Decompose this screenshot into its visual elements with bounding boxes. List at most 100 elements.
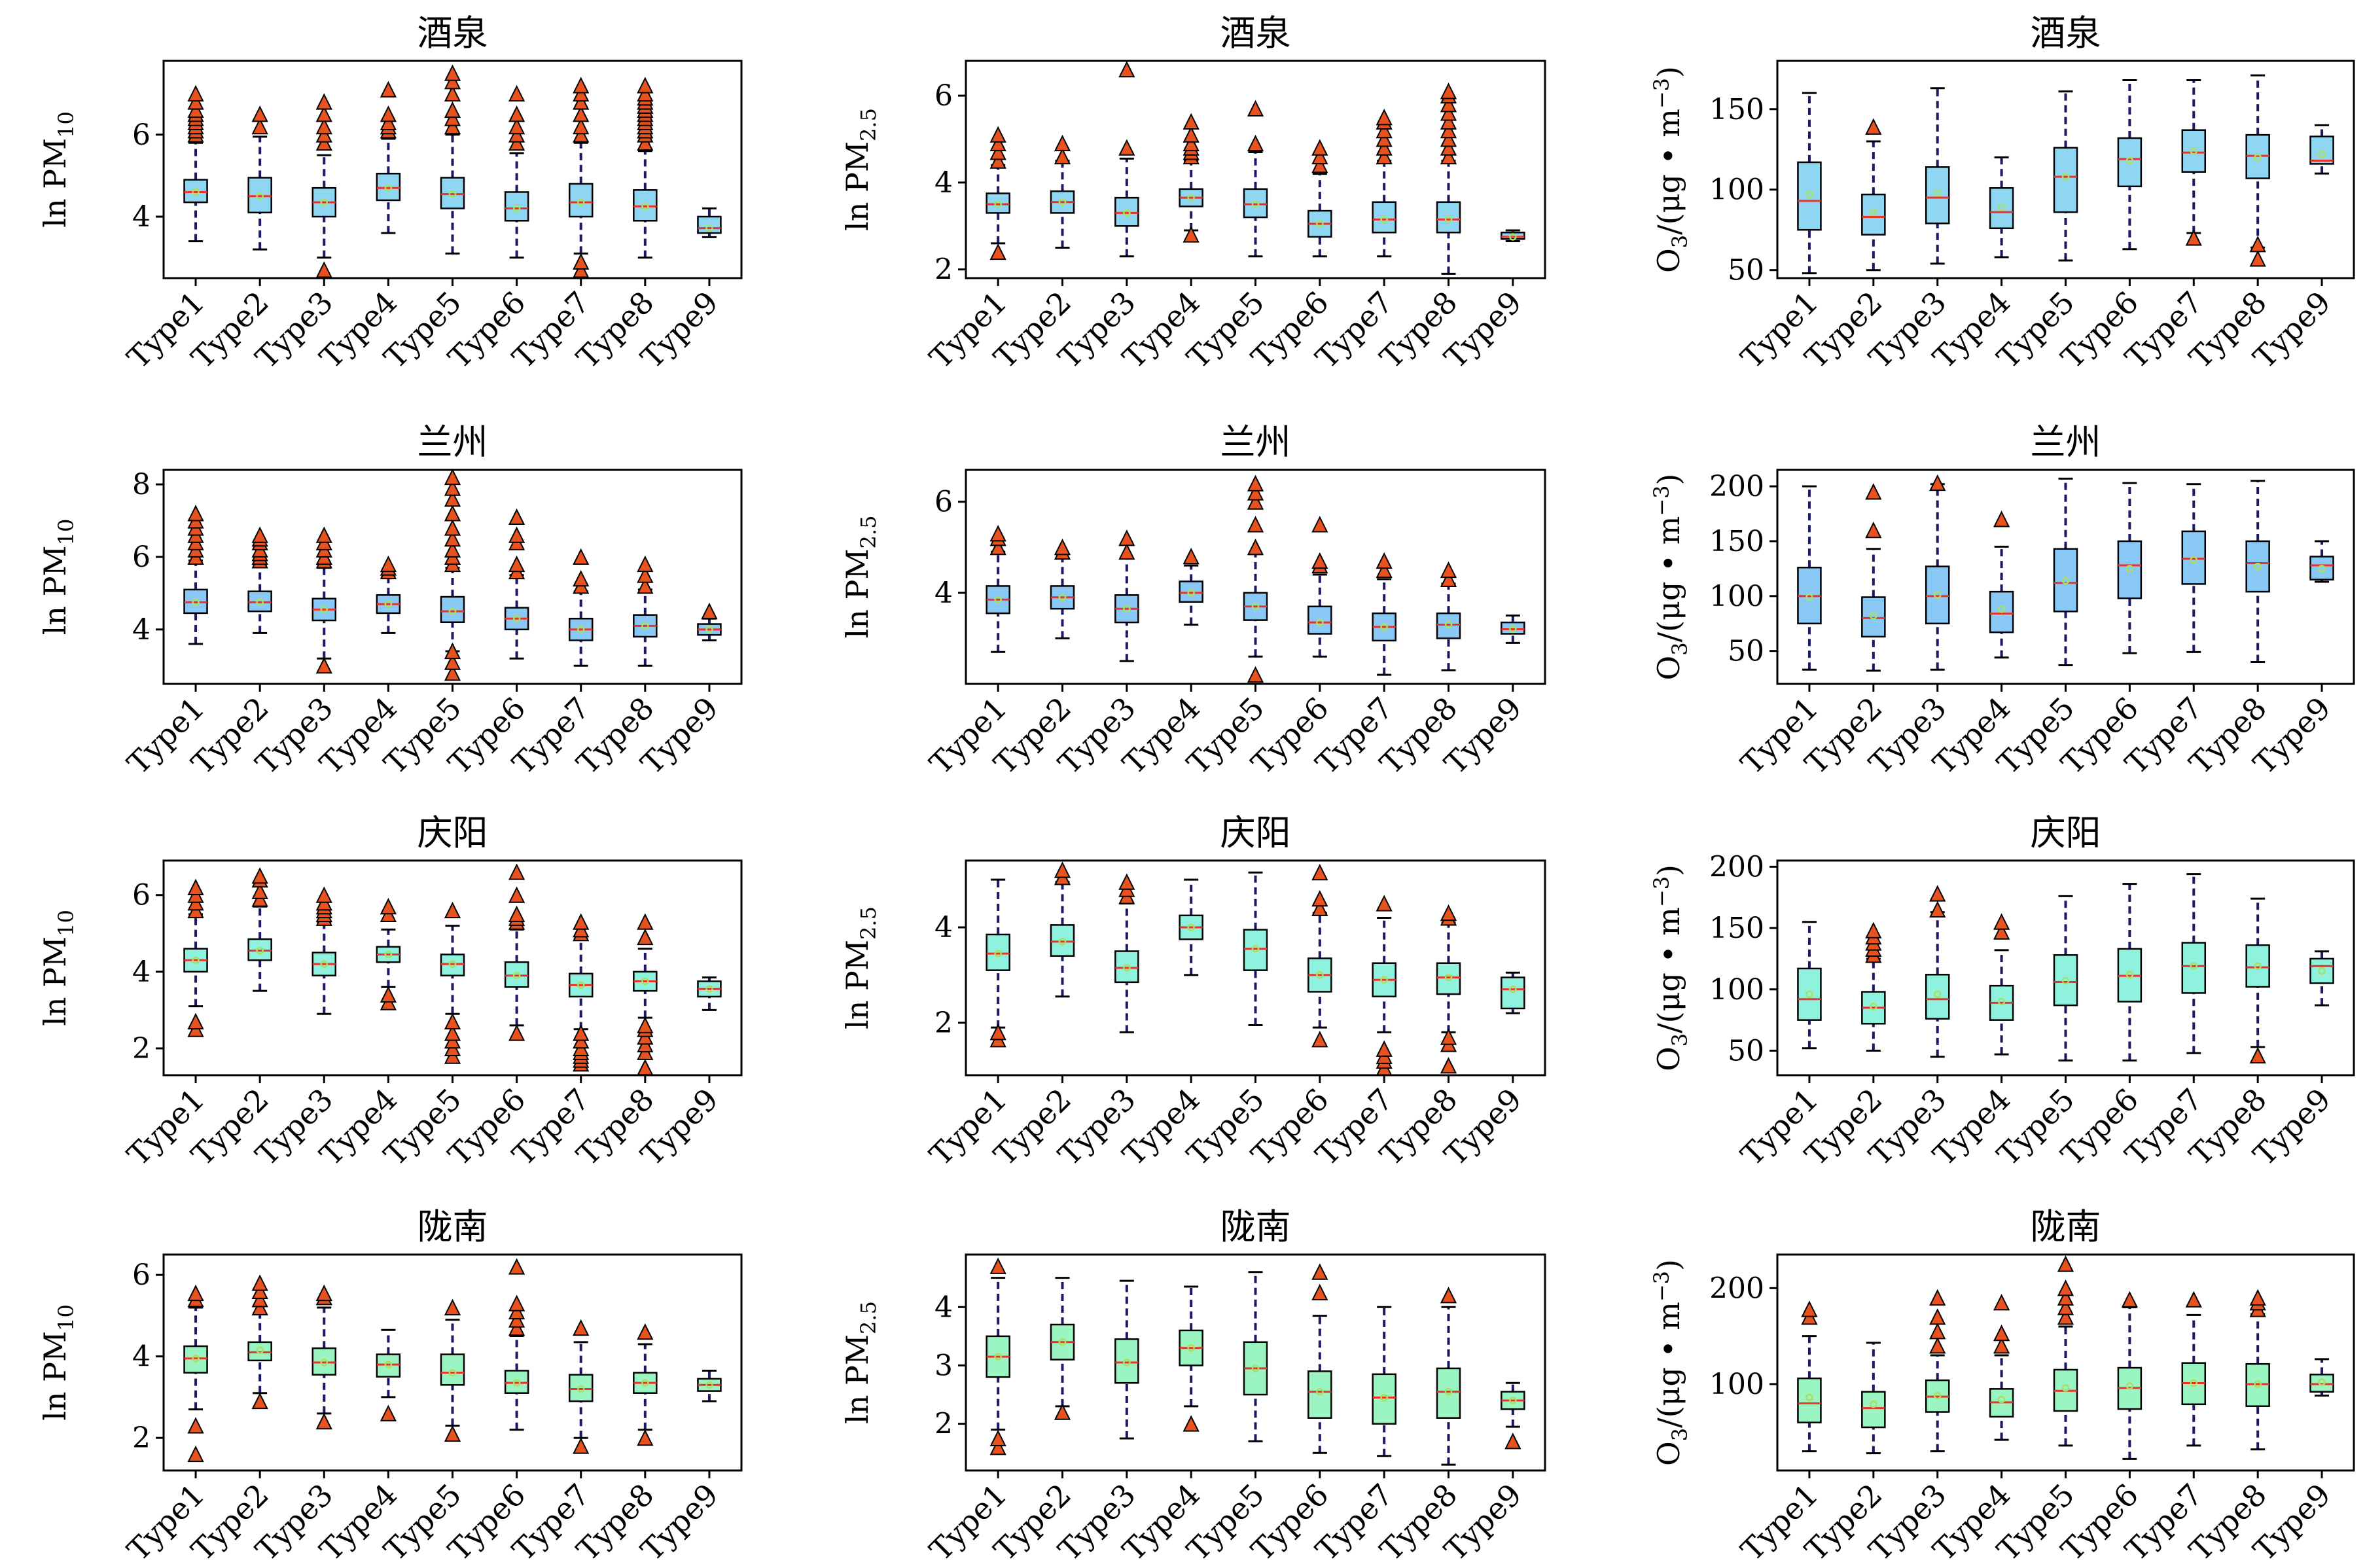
outlier-marker <box>1440 561 1457 579</box>
outlier-marker <box>508 886 525 903</box>
outlier-marker <box>444 519 461 536</box>
iqr-box <box>1436 962 1461 995</box>
box-type7 <box>1372 1306 1396 1457</box>
outlier-marker <box>1182 1415 1200 1432</box>
outlier-marker <box>187 1445 204 1463</box>
iqr-box <box>504 191 529 222</box>
outlier-marker <box>573 548 590 565</box>
box-type1 <box>1797 485 1822 671</box>
iqr-box <box>1114 950 1139 984</box>
box-type6 <box>504 508 529 660</box>
outlier-marker <box>444 479 461 496</box>
mean-marker <box>2190 556 2198 564</box>
panel-title: 庆阳 <box>1220 812 1291 853</box>
plot-frame <box>1776 469 2355 685</box>
iqr-box <box>1861 596 1886 638</box>
mean-marker <box>1380 976 1388 984</box>
outlier-marker <box>187 93 204 110</box>
panel-title: 陇南 <box>418 1206 488 1247</box>
mean-marker <box>192 188 200 196</box>
outlier-marker <box>251 105 268 122</box>
mean-marker <box>2061 173 2070 181</box>
outlier-marker <box>1440 904 1457 921</box>
outlier-marker <box>508 508 525 526</box>
box-type5 <box>1243 99 1268 258</box>
box-type8 <box>2245 1289 2270 1451</box>
box-type5 <box>1243 474 1268 683</box>
outlier-marker <box>1311 899 1328 916</box>
outlier-marker <box>1054 147 1071 165</box>
iqr-box <box>1925 974 1950 1020</box>
outlier-marker <box>315 126 332 143</box>
outlier-marker <box>1376 552 1393 569</box>
y-axis-label: O3/(μg • m−3) <box>1649 66 1692 273</box>
plot-frame <box>965 60 1546 279</box>
plot-frame <box>1776 859 2355 1077</box>
box-type4 <box>376 898 401 1010</box>
y-tick-label: 100 <box>1709 173 1764 207</box>
mean-marker <box>2254 962 2262 970</box>
mean-marker <box>577 1385 585 1393</box>
iqr-box <box>986 933 1010 971</box>
mean-marker <box>1509 625 1517 633</box>
outlier-marker <box>508 905 525 922</box>
box-type7 <box>568 913 594 1072</box>
box-type3 <box>1114 1279 1139 1440</box>
iqr-box <box>2309 957 2334 984</box>
iqr-box <box>568 183 594 218</box>
mean-marker <box>320 605 329 614</box>
mean-marker <box>384 1361 393 1368</box>
outlier-marker <box>1993 510 2010 527</box>
iqr-box <box>1989 187 2014 230</box>
mean-marker <box>1870 612 1877 620</box>
box-type6 <box>2117 883 2143 1062</box>
outlier-marker <box>573 105 590 122</box>
plot-frame <box>965 1253 1546 1472</box>
outlier-marker <box>251 1298 268 1315</box>
plot-frame <box>1776 60 2355 279</box>
mean-marker <box>1316 971 1324 979</box>
mean-marker <box>994 596 1002 604</box>
box-type6 <box>2117 79 2143 251</box>
box-type7 <box>2181 483 2207 653</box>
outlier-marker <box>637 77 654 94</box>
mean-marker <box>2318 150 2326 158</box>
box-type3 <box>311 93 337 278</box>
mean-marker <box>2318 1378 2326 1386</box>
mean-marker <box>1058 198 1067 206</box>
box-type3 <box>1925 87 1950 265</box>
box-type3 <box>311 1284 337 1430</box>
panel-title: 庆阳 <box>2031 812 2101 853</box>
outlier-marker <box>1440 104 1457 121</box>
outlier-marker <box>1311 1283 1328 1300</box>
outlier-marker <box>1376 109 1393 126</box>
iqr-box <box>440 177 465 209</box>
outlier-marker <box>989 525 1006 542</box>
box-type6 <box>2117 482 2143 654</box>
iqr-box <box>440 1353 465 1386</box>
mean-marker <box>448 607 457 615</box>
outlier-marker <box>1311 1263 1328 1280</box>
outlier-marker <box>380 555 397 573</box>
mean-marker <box>577 626 585 633</box>
outlier-marker <box>1993 1294 2010 1311</box>
mean-marker <box>994 950 1002 957</box>
mean-marker <box>577 981 585 989</box>
outlier-marker <box>315 526 332 543</box>
y-axis-label: O3/(μg • m−3) <box>1649 474 1692 681</box>
outlier-marker <box>2249 236 2266 253</box>
mean-marker <box>448 190 457 198</box>
outlier-marker <box>573 1437 590 1454</box>
outlier-marker <box>1440 1028 1457 1045</box>
mean-marker <box>705 985 713 993</box>
y-tick-label: 2 <box>934 1007 953 1040</box>
mean-marker <box>1187 589 1195 597</box>
mean-marker <box>1997 605 2006 613</box>
mean-marker <box>448 960 457 968</box>
outlier-marker <box>1376 130 1393 147</box>
outlier-marker <box>508 863 525 880</box>
panel-title: 酒泉 <box>2031 12 2101 54</box>
outlier-marker <box>1376 1040 1393 1057</box>
outlier-marker <box>315 1413 332 1430</box>
